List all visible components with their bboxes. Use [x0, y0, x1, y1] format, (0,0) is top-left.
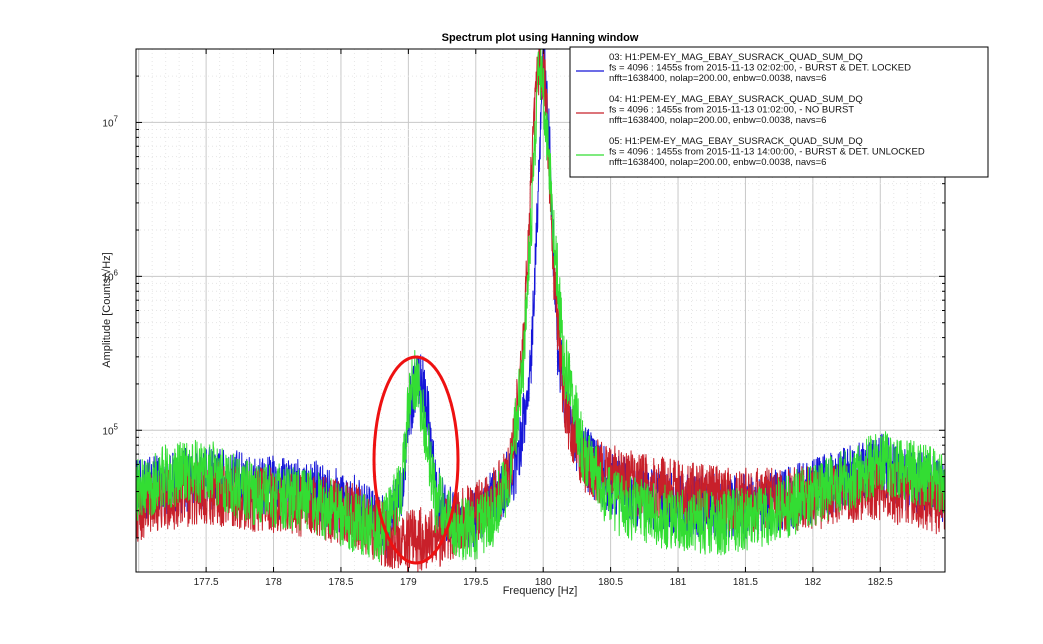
legend-text-line: 05: H1:PEM-EY_MAG_EBAY_SUSRACK_QUAD_SUM_…	[609, 136, 863, 147]
legend-item-04[interactable]: 04: H1:PEM-EY_MAG_EBAY_SUSRACK_QUAD_SUM_…	[576, 94, 863, 126]
x-tick-label: 182.5	[868, 577, 893, 588]
legend-item-03[interactable]: 03: H1:PEM-EY_MAG_EBAY_SUSRACK_QUAD_SUM_…	[576, 52, 911, 84]
annotation-ellipse	[372, 355, 460, 565]
y-axis-label: Amplitude [Counts/√Hz]	[101, 252, 113, 367]
chart-title: Spectrum plot using Hanning window	[442, 32, 639, 44]
x-tick-label: 179.5	[463, 577, 488, 588]
x-tick-label: 180.5	[598, 577, 623, 588]
x-tick-label: 178.5	[328, 577, 353, 588]
legend-text-line: fs = 4096 : 1455s from 2015-11-13 14:00:…	[609, 147, 925, 158]
legend-text-line: fs = 4096 : 1455s from 2015-11-13 02:02:…	[609, 63, 911, 74]
legend-text-line: nfft=1638400, nolap=200.00, enbw=0.0038,…	[609, 73, 826, 84]
x-tick-label: 177.5	[194, 577, 219, 588]
y-tick-label: 106	[102, 268, 118, 283]
legend-text-line: fs = 4096 : 1455s from 2015-11-13 01:02:…	[609, 105, 854, 116]
x-tick-label: 181	[670, 577, 687, 588]
y-tick-label: 105	[102, 422, 118, 437]
legend-text-line: 04: H1:PEM-EY_MAG_EBAY_SUSRACK_QUAD_SUM_…	[609, 94, 863, 105]
legend-box	[569, 46, 989, 178]
x-tick-label: 178	[265, 577, 282, 588]
x-tick-label: 181.5	[733, 577, 758, 588]
y-axis: 105 106 107	[102, 48, 945, 539]
legend-text-line: nfft=1638400, nolap=200.00, enbw=0.0038,…	[609, 115, 826, 126]
x-tick-label: 180	[535, 577, 552, 588]
legend[interactable]: 03: H1:PEM-EY_MAG_EBAY_SUSRACK_QUAD_SUM_…	[569, 46, 989, 178]
legend-text-line: nfft=1638400, nolap=200.00, enbw=0.0038,…	[609, 157, 826, 168]
series-line-05	[135, 48, 946, 563]
y-tick-label: 107	[102, 114, 118, 129]
x-tick-label: 182	[805, 577, 822, 588]
legend-text-line: 03: H1:PEM-EY_MAG_EBAY_SUSRACK_QUAD_SUM_…	[609, 52, 863, 63]
x-tick-label: 179	[400, 577, 417, 588]
x-axis-label: Frequency [Hz]	[503, 585, 578, 597]
legend-item-05[interactable]: 05: H1:PEM-EY_MAG_EBAY_SUSRACK_QUAD_SUM_…	[576, 136, 925, 168]
x-axis: 177.5 178 178.5 179 179.5 180 180.5 181 181.5 182…	[194, 49, 893, 588]
